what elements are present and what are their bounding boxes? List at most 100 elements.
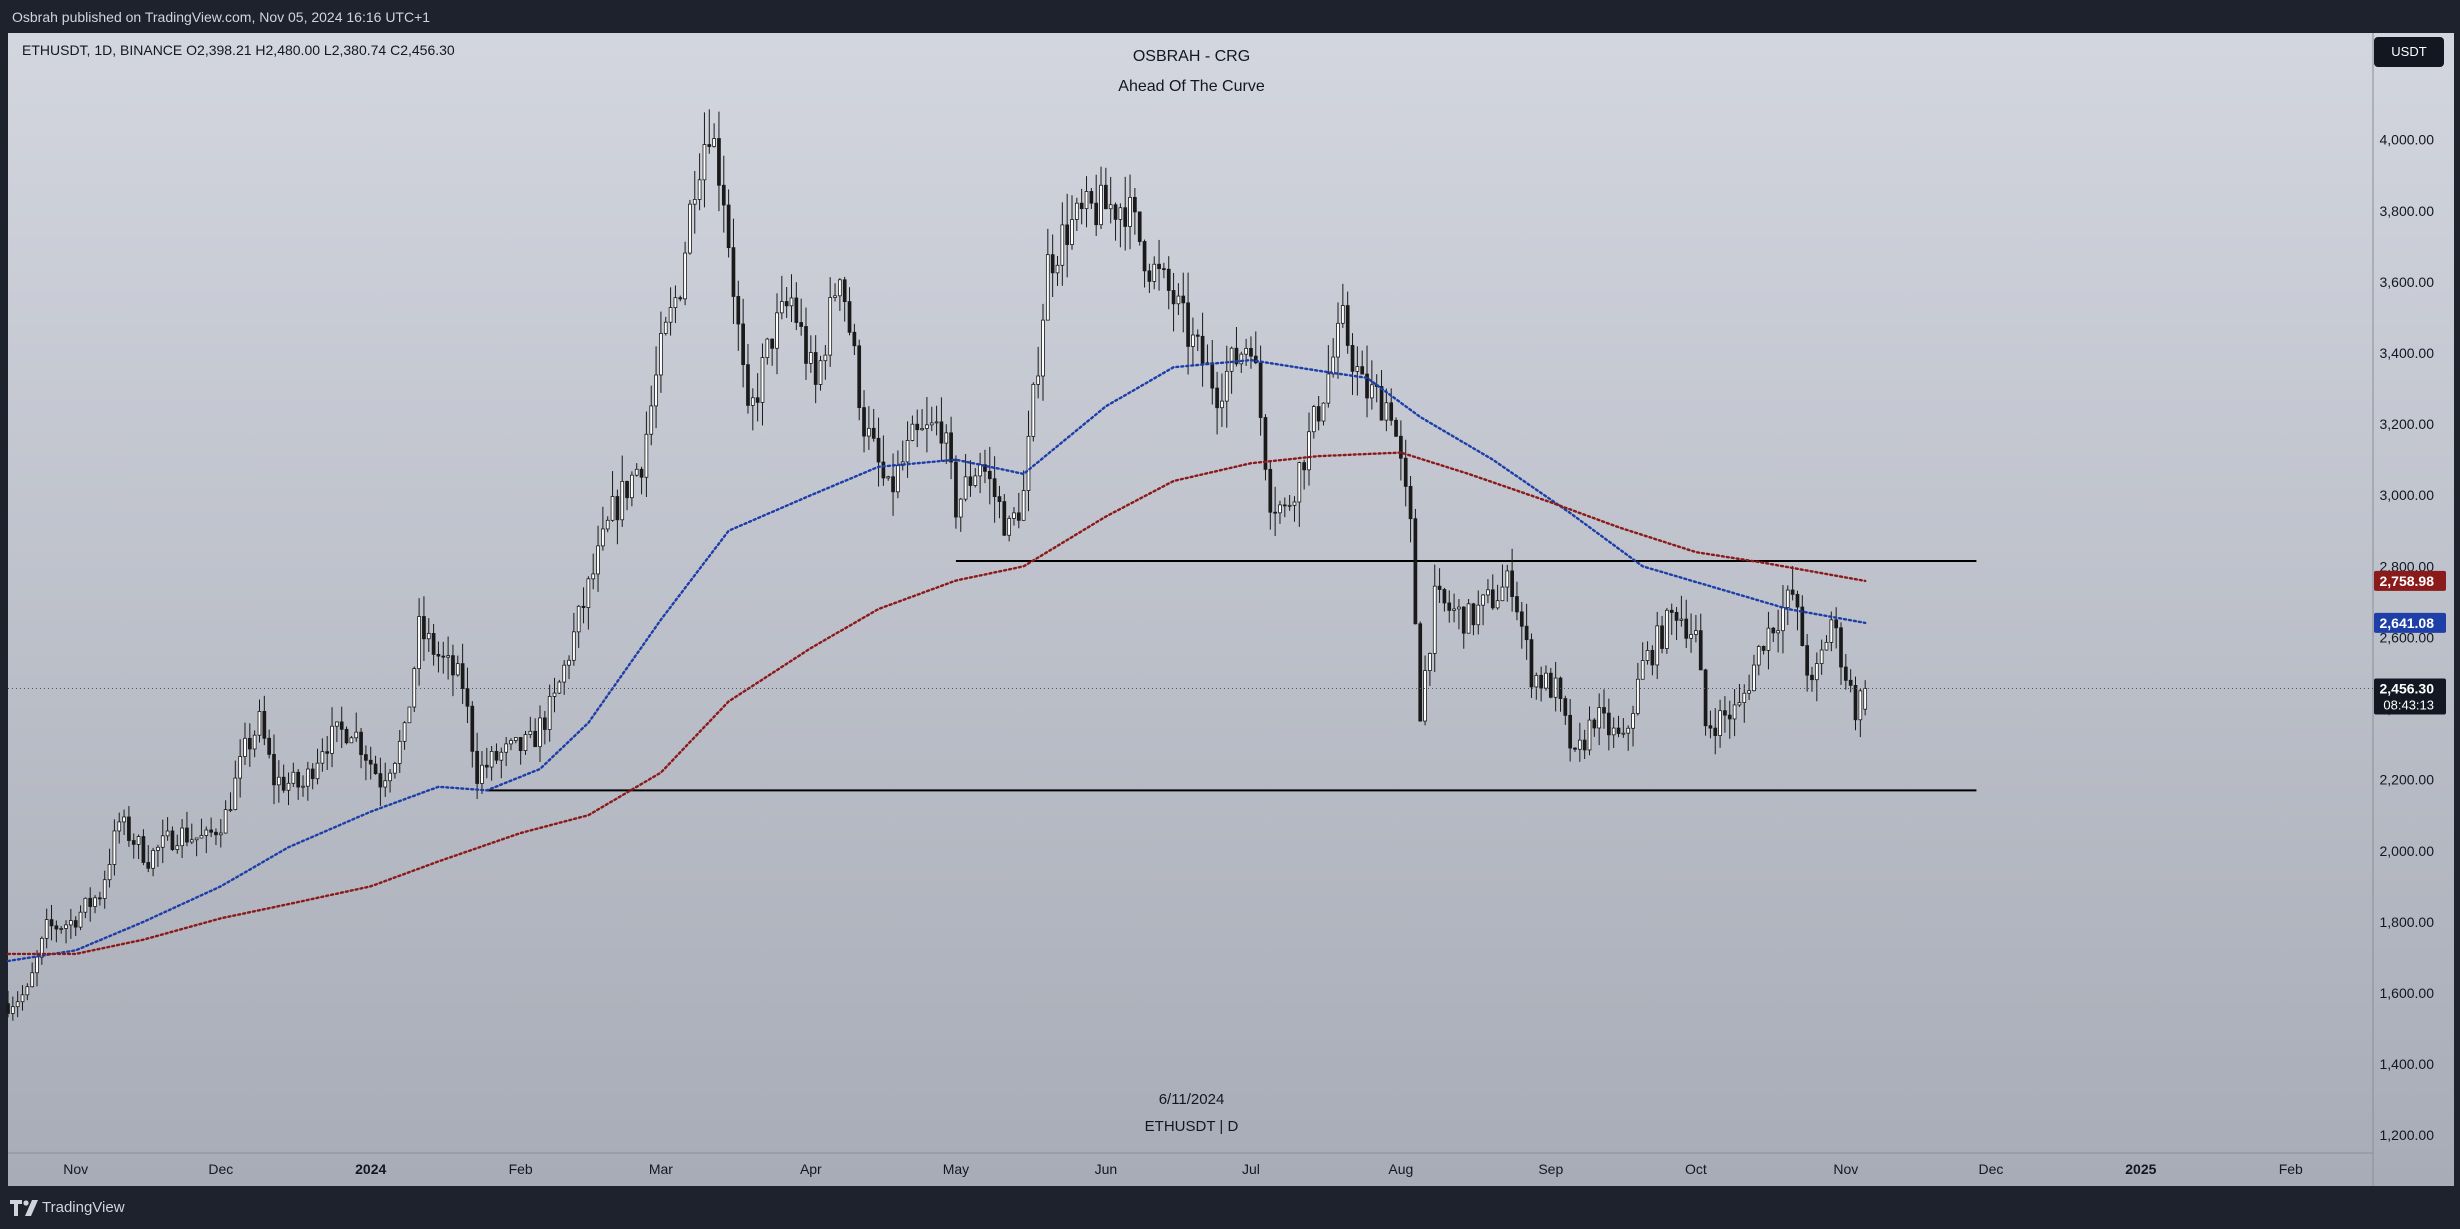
x-tick-label: Aug — [1388, 1161, 1413, 1177]
candle-body — [412, 668, 417, 708]
candle-body — [257, 711, 262, 736]
candle-body — [1626, 727, 1631, 734]
publisher-text: Osbrah published on TradingView.com, Nov… — [12, 9, 431, 25]
candle-body — [1292, 501, 1297, 506]
candle-body — [663, 321, 668, 334]
candle-body — [987, 470, 992, 480]
candle-body — [867, 427, 871, 437]
candle-body — [920, 427, 924, 431]
candle-body — [1326, 373, 1331, 404]
candle-body — [1795, 593, 1800, 608]
candle-body — [1727, 714, 1732, 720]
y-tick-label: 1,200.00 — [2380, 1127, 2435, 1143]
candle-body — [1079, 202, 1084, 210]
candle-body — [1781, 607, 1785, 632]
candle-body — [712, 138, 716, 147]
candle-body — [1679, 618, 1684, 621]
candle-body — [393, 762, 397, 774]
candle-body — [465, 688, 470, 707]
candle-body — [934, 421, 939, 424]
candle-body — [40, 937, 44, 958]
candle-body — [475, 750, 479, 784]
candle-body — [949, 432, 953, 463]
candle-body — [368, 759, 373, 765]
candle-body — [315, 762, 320, 780]
candle-body — [702, 144, 707, 181]
candle-body — [533, 730, 538, 748]
candle-body — [359, 731, 363, 755]
candle-body — [1428, 653, 1432, 671]
candle-body — [247, 737, 252, 750]
candle-body — [441, 655, 446, 658]
candle-body — [630, 474, 634, 499]
candle-body — [175, 845, 180, 850]
candle-body — [243, 737, 247, 757]
currency-button[interactable]: USDT — [2374, 37, 2444, 67]
candle-body — [1853, 684, 1858, 721]
candle-body — [1282, 504, 1287, 507]
candle-body — [601, 528, 605, 547]
candle-body — [1070, 219, 1074, 245]
x-tick-label: May — [943, 1161, 969, 1177]
candle-body — [620, 481, 625, 521]
candle-body — [717, 138, 721, 186]
candle-body — [1413, 518, 1418, 625]
candle-body — [388, 772, 392, 782]
price-chart[interactable]: 1,200.00 1,400.00 1,600.00 1,800.00 2,000.00… — [0, 33, 2460, 1186]
candle-body — [1403, 457, 1408, 487]
candle-body — [741, 323, 745, 366]
y-tick-label: 3,800.00 — [2380, 203, 2435, 219]
candle-body — [98, 897, 102, 900]
candle-body — [1505, 570, 1510, 588]
candle-body — [1060, 224, 1065, 266]
publisher-bar: Osbrah published on TradingView.com, Nov… — [0, 0, 2460, 33]
candle-body — [726, 204, 731, 249]
candle-body — [1752, 664, 1756, 692]
candle-body — [1249, 348, 1253, 357]
candle-body — [281, 776, 286, 791]
candle-body — [1089, 191, 1094, 204]
candle-body — [596, 545, 600, 575]
candle-body — [1186, 302, 1190, 347]
candle-body — [1563, 698, 1568, 716]
candle-body — [1539, 674, 1543, 689]
candle-body — [1805, 645, 1809, 676]
candle-body — [262, 711, 267, 739]
candle-body — [1099, 184, 1103, 226]
chart-background — [8, 33, 2454, 1186]
candle-body — [402, 722, 407, 742]
candle-body — [765, 338, 770, 359]
candle-body — [615, 496, 620, 521]
candle-body — [397, 740, 402, 764]
candle-body — [1360, 366, 1365, 375]
candle-body — [915, 423, 920, 431]
candle-body — [1278, 504, 1282, 514]
candle-body — [509, 740, 513, 745]
candle-body — [891, 476, 895, 493]
candle-body — [678, 297, 683, 300]
candle-body — [480, 764, 484, 784]
x-tick-label: Dec — [208, 1161, 233, 1177]
candle-body — [1577, 739, 1582, 750]
candle-body — [1157, 263, 1161, 270]
candle-body — [1379, 386, 1384, 421]
candle-body — [499, 751, 504, 761]
candle-body — [813, 352, 818, 385]
candle-body — [252, 734, 257, 750]
candle-body — [320, 751, 325, 764]
candle-body — [160, 835, 165, 848]
candle-body — [1123, 207, 1128, 227]
candle-body — [1457, 606, 1461, 610]
candle-body — [1370, 384, 1374, 399]
candle-body — [707, 144, 712, 147]
candle-body — [1452, 608, 1456, 611]
candle-body — [1350, 345, 1355, 372]
candle-body — [1394, 419, 1398, 437]
candle-body — [871, 427, 876, 439]
candle-body — [1316, 406, 1321, 422]
candle-body — [1021, 490, 1026, 521]
candle-body — [1244, 348, 1248, 355]
candle-body — [1669, 609, 1674, 613]
candle-body — [1384, 402, 1389, 421]
chart-area[interactable]: 1,200.00 1,400.00 1,600.00 1,800.00 2,000.00… — [0, 33, 2460, 1186]
